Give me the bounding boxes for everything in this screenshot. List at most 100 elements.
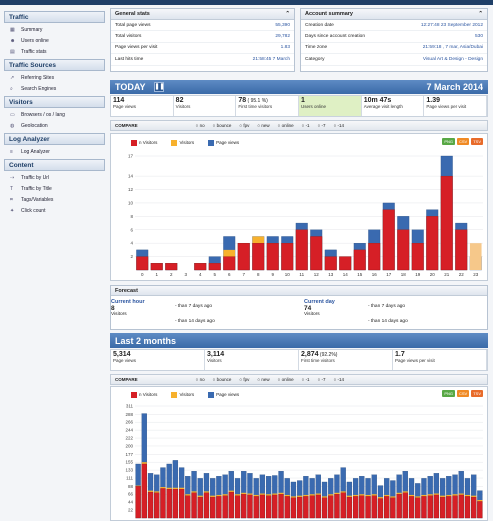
sidebar-item[interactable]: ▤ Traffic stats: [4, 45, 105, 56]
sidebar-item[interactable]: ☻ Users online: [4, 34, 105, 45]
compare-option-bounce[interactable]: ○ bounce: [213, 377, 232, 382]
radio-icon[interactable]: ○: [257, 123, 262, 128]
x-tick-label: 20: [430, 272, 436, 277]
compare-option-label: -7: [321, 123, 326, 128]
stat-row: Total page views 55,390: [111, 20, 294, 32]
sidebar-item[interactable]: ↗ Referring Sites: [4, 71, 105, 82]
sidebar-item-label: Search Engines: [21, 86, 57, 92]
sidebar-section-title[interactable]: Traffic: [4, 11, 105, 23]
sidebar-item-label: Traffic by Title: [21, 186, 52, 192]
compare-option-n7[interactable]: ○ -7: [318, 377, 326, 382]
export-png-button[interactable]: PNG: [442, 390, 455, 397]
chart-legend: n Visitors Visitors Page views: [131, 140, 239, 146]
compare-option-n14[interactable]: ○ -14: [334, 123, 344, 128]
current-hour-compare-14: - than 14 days ago: [175, 319, 215, 324]
compare-option-n1[interactable]: ○ -1: [302, 377, 310, 382]
legend-item[interactable]: n Visitors: [131, 140, 157, 146]
radio-icon[interactable]: ○: [277, 123, 282, 128]
radio-icon[interactable]: ○: [195, 123, 200, 128]
sidebar-item[interactable]: ◍ Geolocation: [4, 119, 105, 130]
compare-option-n7[interactable]: ○ -7: [318, 123, 326, 128]
compare-option-no[interactable]: ○ no: [196, 123, 205, 128]
stat-label: Total page views: [115, 22, 151, 28]
radio-icon[interactable]: ○: [195, 377, 200, 382]
compare-option-n14[interactable]: ○ -14: [334, 377, 344, 382]
compare-option-new[interactable]: ○ new: [257, 377, 269, 382]
bar-new-visitors: [178, 489, 185, 519]
export-tsv-button[interactable]: TSV: [471, 138, 483, 145]
radio-icon[interactable]: ○: [301, 377, 306, 382]
x-tick-label: 13: [328, 272, 334, 277]
legend-item[interactable]: n Visitors: [131, 392, 157, 398]
sidebar-item-label: Tags/Variables: [21, 197, 54, 203]
pause-icon[interactable]: ❚❚: [153, 82, 165, 92]
sidebar: Traffic ▦ Summary ☻ Users online ▤ Traffic sta…: [4, 8, 105, 215]
sidebar-item[interactable]: ⌗ Tags/Variables: [4, 193, 105, 204]
y-tick-label: 222: [125, 436, 133, 441]
compare-option-online[interactable]: ○ online: [278, 377, 294, 382]
radio-icon[interactable]: ○: [301, 123, 306, 128]
radio-icon[interactable]: ○: [317, 123, 322, 128]
y-tick-label: 111: [126, 476, 133, 481]
sidebar-section-title[interactable]: Visitors: [4, 96, 105, 108]
sidebar-item[interactable]: ≡ Log Analyzer: [4, 145, 105, 156]
collapse-icon[interactable]: ⌃: [478, 11, 483, 17]
compare-option-bounce[interactable]: ○ bounce: [213, 123, 232, 128]
x-tick-label: 23: [473, 272, 479, 277]
stat-box-value: 1.39: [426, 97, 440, 104]
radio-icon[interactable]: ○: [257, 377, 262, 382]
sidebar-item[interactable]: ▦ Summary: [4, 23, 105, 34]
sidebar-section-title[interactable]: Log Analyzer: [4, 133, 105, 145]
bar-new-visitors: [154, 492, 160, 519]
bar-new-visitors: [377, 498, 384, 519]
legend-item[interactable]: Visitors: [171, 392, 194, 398]
legend-swatch: [208, 140, 215, 146]
hourly-chart-panel: n Visitors Visitors Page views PNG CSV TSV 2…: [110, 133, 488, 281]
compare-option-online[interactable]: ○ online: [278, 123, 294, 128]
legend-item[interactable]: Page views: [208, 140, 239, 146]
last2-header: Last 2 months: [110, 333, 488, 348]
sidebar-item-label: Click count: [21, 208, 46, 214]
compare-option-fpv[interactable]: ○ fpv: [239, 377, 249, 382]
sidebar-section-title[interactable]: Content: [4, 159, 105, 171]
radio-icon[interactable]: ○: [333, 123, 338, 128]
compare-option-n1[interactable]: ○ -1: [302, 123, 310, 128]
radio-icon[interactable]: ○: [239, 123, 244, 128]
stat-box-label: First time visitors: [238, 104, 273, 109]
radio-icon[interactable]: ○: [277, 377, 282, 382]
click-icon: ✦: [10, 208, 15, 214]
sidebar-item[interactable]: ⌕ Search Engines: [4, 82, 105, 93]
compare-option-fpv[interactable]: ○ fpv: [239, 123, 249, 128]
export-csv-button[interactable]: CSV: [456, 390, 470, 397]
sidebar-item-label: Traffic stats: [21, 49, 47, 55]
radio-icon[interactable]: ○: [212, 377, 217, 382]
compare-option-no[interactable]: ○ no: [196, 377, 205, 382]
compare-label: COMPARE: [115, 377, 138, 382]
sidebar-item-label: Users online: [21, 38, 49, 44]
legend-item[interactable]: Page views: [208, 392, 239, 398]
legend-item[interactable]: Visitors: [171, 140, 194, 146]
radio-icon[interactable]: ○: [239, 377, 244, 382]
radio-icon[interactable]: ○: [333, 377, 338, 382]
bar-new-visitors: [216, 496, 222, 519]
stat-box-label: Page views per visit: [395, 358, 435, 363]
collapse-icon[interactable]: ⌃: [285, 11, 290, 17]
compare-option-label: new: [261, 123, 270, 128]
bar-new-visitors: [426, 216, 439, 271]
sidebar-section-title[interactable]: Traffic Sources: [4, 59, 105, 71]
sidebar-item[interactable]: ✦ Click count: [4, 204, 105, 215]
sidebar-item[interactable]: ▭ Browsers / os / lang: [4, 108, 105, 119]
radio-icon[interactable]: ○: [212, 123, 217, 128]
export-png-button[interactable]: PNG: [442, 138, 455, 145]
stat-row: Creation date 12:27:48 23 September 2012: [301, 20, 487, 32]
radio-icon[interactable]: ○: [317, 377, 322, 382]
sidebar-item[interactable]: ⇢ Traffic by Url: [4, 171, 105, 182]
bar-new-visitors: [228, 491, 234, 519]
search-icon: ⌕: [10, 86, 13, 92]
bar-new-visitors: [172, 489, 179, 519]
export-csv-button[interactable]: CSV: [456, 138, 470, 145]
sidebar-item[interactable]: T Traffic by Title: [4, 182, 105, 193]
export-tsv-button[interactable]: TSV: [471, 390, 483, 397]
compare-option-new[interactable]: ○ new: [257, 123, 269, 128]
stat-box-value: 5,314: [113, 351, 131, 358]
